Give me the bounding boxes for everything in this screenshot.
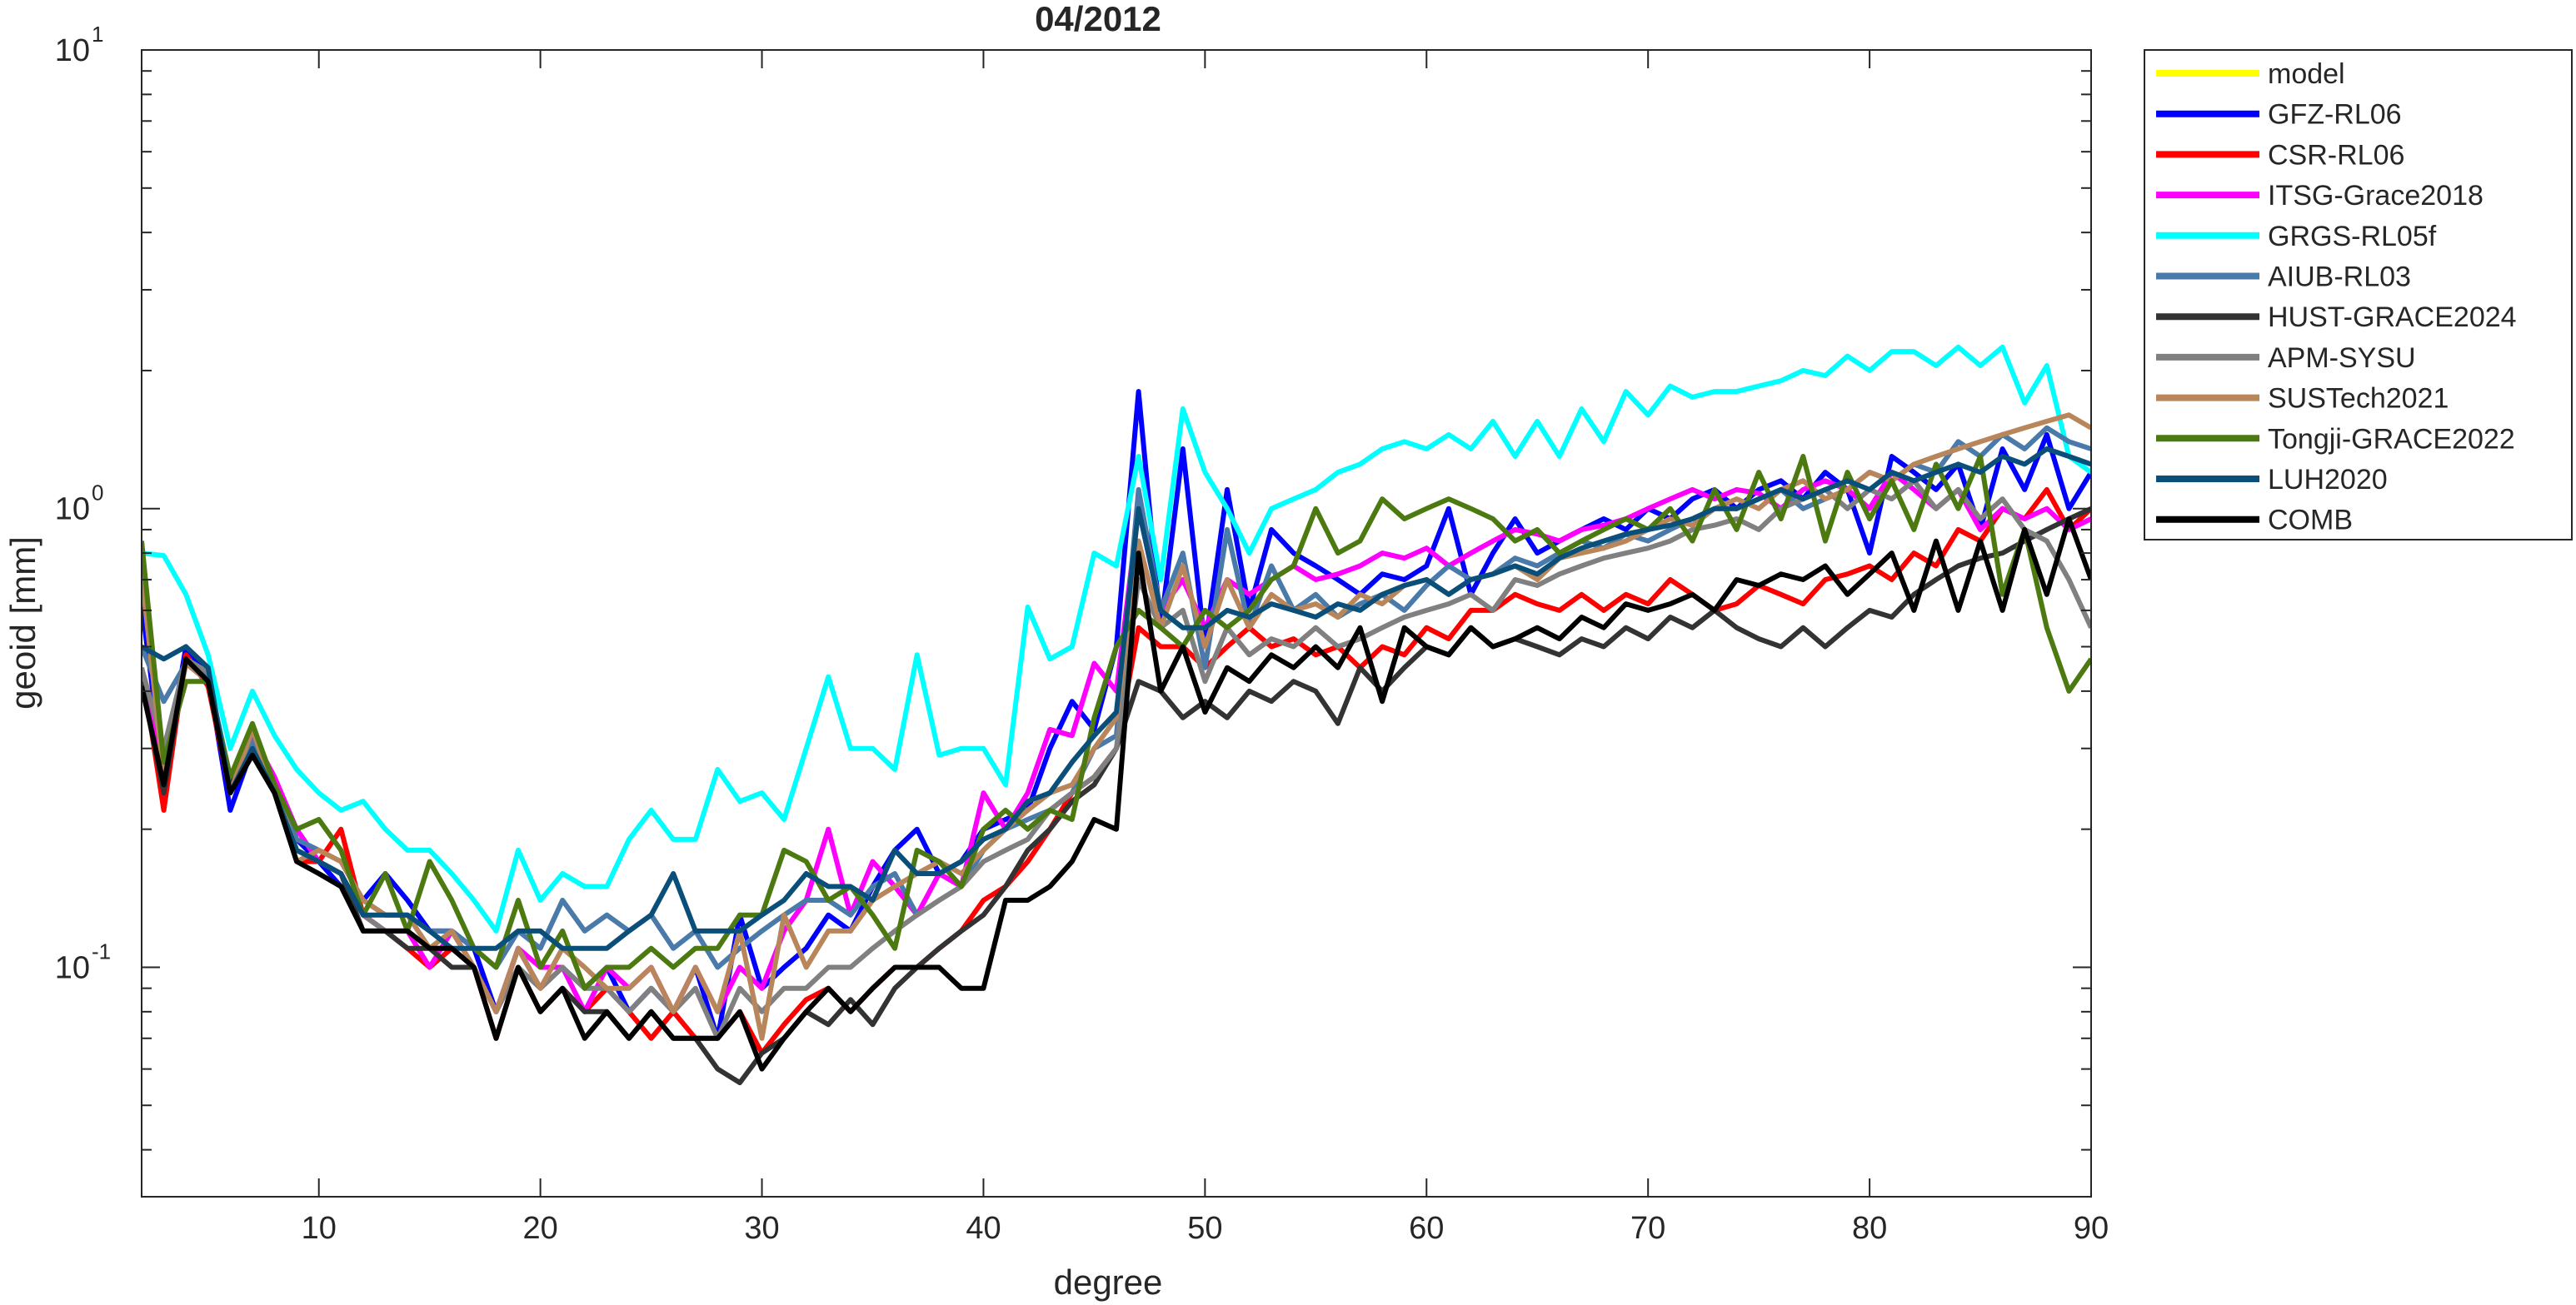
y-tick-label: 10 -1	[55, 939, 111, 985]
legend-label: GRGS-RL05f	[2268, 221, 2437, 252]
legend-label: ITSG-Grace2018	[2268, 180, 2484, 212]
y-tick-label: 10 1	[55, 22, 104, 68]
x-tick-label: 50	[1187, 1211, 1222, 1246]
series-line-grgs-rl05f	[142, 344, 2091, 934]
x-tick-label: 80	[1852, 1211, 1887, 1246]
legend-label: LUH2020	[2268, 464, 2388, 496]
legend-label: HUST-GRACE2024	[2268, 301, 2517, 333]
legend-label: SUSTech2021	[2268, 383, 2449, 415]
series-line-tongji-grace2022	[142, 454, 2091, 991]
legend-label: CSR-RL06	[2268, 139, 2404, 171]
y-tick-label-base: 10	[55, 33, 90, 68]
series-line-luh2020	[142, 446, 2091, 951]
series-line-sustech2021	[142, 412, 2091, 1041]
y-tick-label-base: 10	[55, 492, 90, 527]
legend-box	[2144, 49, 2573, 540]
legend-label: model	[2268, 58, 2345, 90]
x-tick-label: 40	[966, 1211, 1001, 1246]
legend: model GFZ-RL06 CSR-RL06 ITSG-Grace2018 GRGS-…	[2144, 49, 2573, 540]
legend-label: Tongji-GRACE2022	[2268, 423, 2515, 455]
legend-label: COMB	[2268, 505, 2353, 536]
y-tick-label: 10 0	[55, 481, 104, 527]
legend-label: GFZ-RL06	[2268, 99, 2402, 131]
plot-area-frame	[141, 49, 2092, 1198]
series-lines	[142, 344, 2091, 1086]
x-axis-title: degree	[1054, 1263, 1163, 1302]
y-axis-title: geoid [mm]	[3, 536, 42, 710]
legend-label: APM-SYSU	[2268, 342, 2416, 374]
x-tick-label: 70	[1630, 1211, 1665, 1246]
x-tick-label: 20	[522, 1211, 557, 1246]
x-tick-label: 60	[1409, 1211, 1444, 1246]
y-tick-label-exponent: -1	[92, 939, 111, 964]
series-line-comb	[142, 516, 2091, 1072]
y-tick-label-base: 10	[55, 950, 90, 985]
chart-title: 04/2012	[1035, 0, 1161, 38]
legend-entries: model GFZ-RL06 CSR-RL06 ITSG-Grace2018 GRGS-…	[2156, 58, 2517, 536]
x-tick-label: 10	[302, 1211, 337, 1246]
y-tick-label-exponent: 0	[92, 481, 103, 506]
x-tick-label: 30	[744, 1211, 779, 1246]
legend-label: AIUB-RL03	[2268, 261, 2411, 293]
y-tick-label-exponent: 1	[92, 22, 103, 47]
x-tick-label: 90	[2074, 1211, 2109, 1246]
